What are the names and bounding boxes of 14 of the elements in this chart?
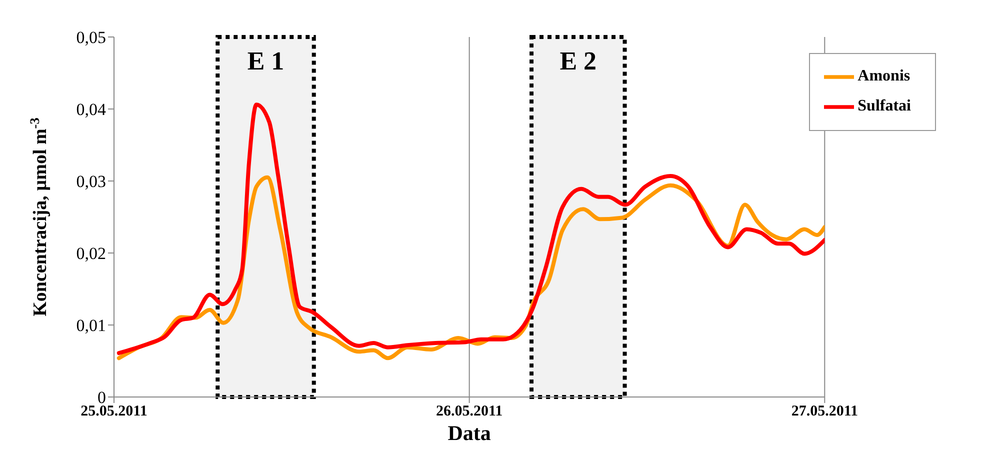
line-series [116, 102, 825, 356]
legend-label: Sulfatai [858, 98, 911, 115]
band-label: E 1 [247, 46, 284, 76]
band-label: E 2 [560, 46, 597, 76]
x-tick-label: 26.05.2011 [436, 404, 503, 420]
x-tick-label: 25.05.2011 [80, 404, 148, 420]
y-tick-label: 0,05 [76, 28, 106, 48]
y-tick-label: 0,01 [76, 316, 106, 336]
legend-label: Amonis [858, 68, 910, 85]
y-tick-label: 0,03 [76, 172, 106, 192]
y-tick-label: 0,02 [76, 244, 106, 264]
x-axis-title: Data [448, 421, 492, 445]
x-tick-label: 27.05.2011 [791, 404, 858, 420]
y-tick-label: 0,04 [76, 100, 106, 120]
